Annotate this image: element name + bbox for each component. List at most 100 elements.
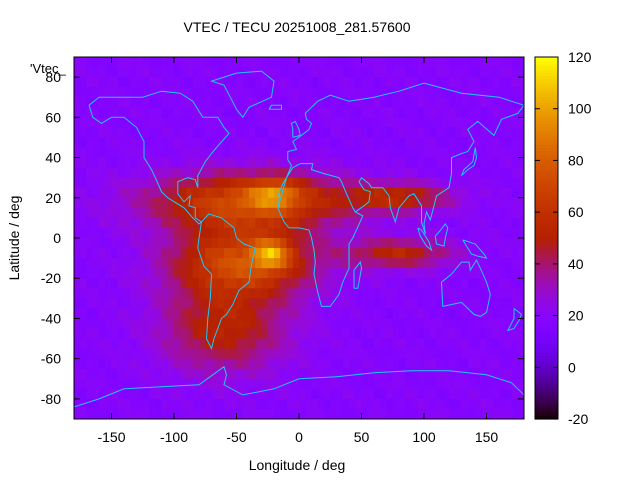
- heatmap-cell: [230, 398, 238, 410]
- heatmap-cell: [274, 358, 281, 370]
- colorbar: [535, 57, 558, 420]
- colorbar-segment: [535, 367, 558, 372]
- heatmap-cell: [417, 147, 425, 159]
- heatmap-cell: [74, 278, 81, 289]
- heatmap-cell: [517, 187, 524, 199]
- heatmap-cell: [392, 268, 400, 279]
- heatmap-cell: [424, 127, 431, 139]
- heatmap-cell: [324, 107, 331, 118]
- heatmap-cell: [374, 57, 381, 68]
- heatmap-cell: [499, 127, 506, 139]
- heatmap-cell: [230, 97, 238, 108]
- heatmap-cell: [330, 217, 338, 229]
- heatmap-cell: [461, 298, 469, 309]
- heatmap-cell: [267, 308, 275, 320]
- heatmap-cell: [274, 107, 281, 118]
- heatmap-cell: [211, 177, 219, 189]
- heatmap-cell: [349, 107, 356, 118]
- heatmap-cell: [380, 278, 388, 289]
- heatmap-cell: [267, 398, 275, 410]
- heatmap-cell: [99, 368, 106, 380]
- heatmap-cell: [511, 57, 519, 68]
- heatmap-cell: [317, 147, 325, 159]
- heatmap-cell: [405, 288, 413, 299]
- heatmap-cell: [217, 338, 225, 350]
- heatmap-cell: [374, 278, 381, 289]
- heatmap-cell: [461, 117, 469, 128]
- heatmap-cell: [430, 388, 438, 400]
- heatmap-cell: [461, 398, 469, 410]
- heatmap-cell: [492, 77, 500, 88]
- heatmap-cell: [342, 57, 350, 68]
- heatmap-cell: [236, 117, 244, 128]
- colorbar-segment: [535, 90, 558, 94]
- heatmap-cell: [499, 368, 506, 380]
- heatmap-cell: [461, 378, 469, 390]
- heatmap-cell: [442, 87, 450, 98]
- heatmap-cell: [467, 288, 475, 299]
- heatmap-cell: [486, 348, 494, 360]
- heatmap-cell: [361, 227, 369, 239]
- heatmap-cell: [305, 57, 313, 68]
- colorbar-segment: [535, 120, 558, 124]
- heatmap-cell: [199, 127, 206, 139]
- heatmap-cell: [249, 348, 256, 360]
- heatmap-cell: [324, 248, 331, 259]
- heatmap-cell: [255, 278, 263, 289]
- heatmap-cell: [367, 187, 375, 199]
- colorbar-segment: [535, 280, 558, 284]
- heatmap-cell: [192, 157, 200, 169]
- heatmap-cell: [192, 117, 200, 128]
- heatmap-cell: [392, 298, 400, 309]
- heatmap-cell: [280, 288, 288, 299]
- heatmap-cell: [155, 268, 163, 279]
- heatmap-cell: [117, 197, 125, 209]
- heatmap-cell: [249, 77, 256, 88]
- heatmap-cell: [292, 348, 300, 360]
- heatmap-cell: [286, 57, 294, 68]
- heatmap-cell: [480, 328, 488, 340]
- heatmap-cell: [380, 258, 388, 269]
- heatmap-cell: [180, 217, 188, 229]
- heatmap-cell: [211, 217, 219, 229]
- heatmap-cell: [74, 177, 81, 189]
- heatmap-cell: [136, 248, 144, 259]
- heatmap-cell: [355, 147, 363, 159]
- heatmap-cell: [517, 298, 524, 309]
- heatmap-cell: [217, 258, 225, 269]
- heatmap-cell: [442, 328, 450, 340]
- heatmap-cell: [274, 187, 281, 199]
- heatmap-cell: [349, 238, 356, 249]
- heatmap-cell: [255, 67, 263, 78]
- heatmap-cell: [111, 77, 119, 88]
- heatmap-cell: [342, 408, 350, 419]
- heatmap-cell: [374, 87, 381, 98]
- heatmap-cell: [399, 348, 406, 360]
- heatmap-cell: [124, 217, 131, 229]
- heatmap-cell: [430, 258, 438, 269]
- heatmap-cell: [449, 288, 456, 299]
- heatmap-cell: [186, 288, 194, 299]
- heatmap-cell: [99, 177, 106, 189]
- heatmap-cell: [161, 217, 169, 229]
- heatmap-cell: [411, 348, 419, 360]
- heatmap-cell: [511, 258, 519, 269]
- heatmap-cell: [255, 167, 263, 179]
- heatmap-cell: [136, 278, 144, 289]
- heatmap-cell: [442, 368, 450, 380]
- heatmap-cell: [386, 308, 394, 320]
- heatmap-cell: [436, 207, 444, 219]
- heatmap-cell: [392, 238, 400, 249]
- heatmap-cell: [224, 368, 231, 380]
- heatmap-cell: [380, 77, 388, 88]
- heatmap-cell: [417, 328, 425, 340]
- heatmap-cell: [155, 127, 163, 139]
- heatmap-cell: [230, 348, 238, 360]
- heatmap-cell: [261, 227, 269, 239]
- colorbar-segment: [535, 325, 558, 330]
- colorbar-segment: [535, 352, 558, 357]
- heatmap-cell: [224, 137, 231, 149]
- colorbar-segment: [535, 72, 558, 76]
- heatmap-cell: [117, 67, 125, 78]
